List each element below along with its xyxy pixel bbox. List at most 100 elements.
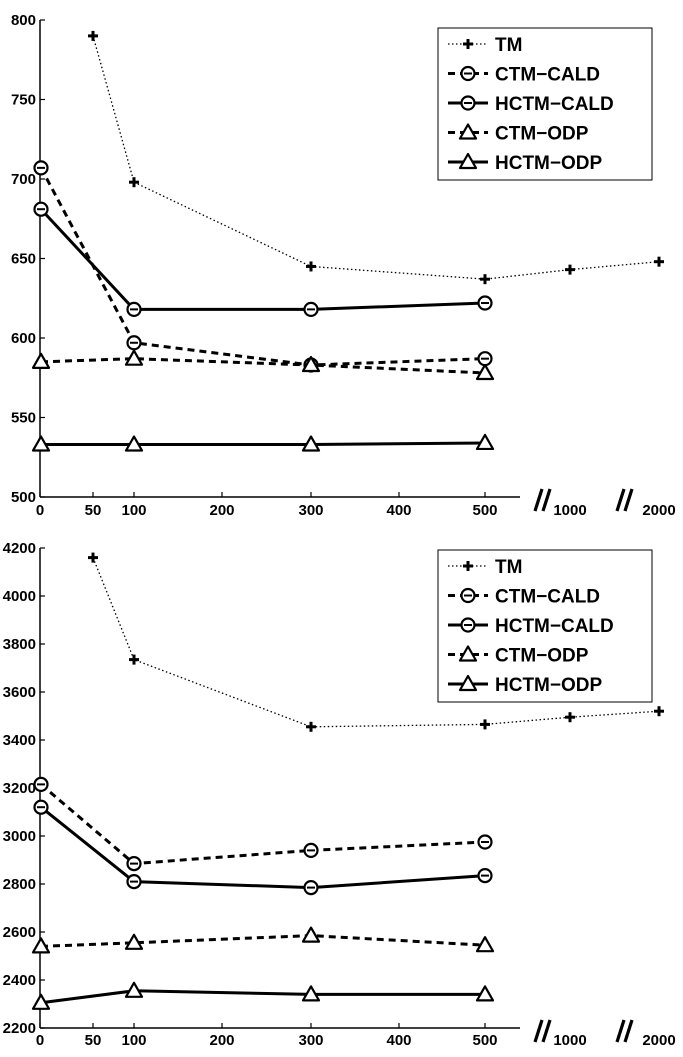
data-point-marker [31, 435, 51, 452]
y-tick-label: 4000 [3, 588, 36, 605]
data-point-marker [475, 985, 495, 1002]
legend-label: TM [495, 557, 522, 578]
legend-item-hctm-cald: HCTM−CALD [448, 94, 614, 115]
chart-top: 500 550 600 650 700 750 800 0 50 100 200 300 400 500 1… [11, 12, 676, 519]
legend-label: HCTM−CALD [495, 94, 614, 115]
x-tick-label: 50 [85, 1032, 102, 1049]
legend-label: HCTM−ODP [495, 153, 602, 174]
data-point-marker [480, 274, 490, 285]
x-tick-label: 100 [121, 502, 146, 519]
data-point-marker [33, 201, 49, 217]
x-tick-label: 500 [472, 502, 497, 519]
data-point-marker [303, 842, 319, 858]
legend-marker [460, 65, 476, 82]
legend-item-hctm-odp: HCTM−ODP [448, 674, 602, 696]
y-tick-label: 3400 [3, 732, 36, 749]
legend-label: CTM−ODP [495, 124, 589, 145]
y-tick-label: 3600 [3, 684, 36, 701]
axis-break-mark [615, 1019, 634, 1043]
series-tm [88, 552, 664, 732]
x-tick-label: 1000 [553, 502, 586, 519]
data-point-marker [480, 719, 490, 730]
y-tick-label: 3800 [3, 636, 36, 653]
data-point-marker [475, 363, 495, 381]
y-tick-label: 2200 [3, 1020, 36, 1037]
data-point-marker [33, 799, 49, 815]
data-point-marker [477, 834, 493, 850]
axis-break-mark [533, 1019, 552, 1043]
data-point-marker [475, 936, 495, 953]
x-tick-label: 2000 [642, 502, 675, 519]
legend-item-ctm-cald: CTM−CALD [448, 65, 600, 86]
legend-item-ctm-cald: CTM−CALD [448, 587, 600, 608]
x-tick-label: 100 [121, 1032, 146, 1049]
data-point-marker [126, 874, 142, 890]
legend-item-ctm-odp: CTM−ODP [448, 123, 589, 145]
legend-label: CTM−ODP [495, 646, 589, 667]
legend-marker [458, 645, 478, 662]
data-point-marker [124, 981, 144, 998]
data-point-marker [31, 352, 51, 369]
x-tick-label: 0 [36, 502, 44, 519]
legend-label: TM [495, 35, 522, 56]
x-tick-label: 400 [386, 1032, 411, 1049]
x-tick-label: 300 [298, 1032, 323, 1049]
legend-marker [460, 587, 476, 604]
y-tick-label: 750 [11, 92, 36, 109]
y-tick-label: 2800 [3, 876, 36, 893]
y-tick-label: 4200 [3, 540, 36, 557]
series-hctm-cald [33, 201, 493, 317]
x-tick-label: 2000 [642, 1032, 675, 1049]
data-point-marker [31, 993, 51, 1010]
series-hctm-cald [33, 799, 493, 896]
series-line [92, 557, 660, 728]
x-tick-label: 1000 [553, 1032, 586, 1049]
series-ctm-odp [31, 926, 495, 954]
y-tick-label: 550 [11, 410, 36, 427]
data-point-marker [33, 776, 49, 792]
legend-label: HCTM−ODP [495, 675, 602, 696]
y-tick-label: 2600 [3, 924, 36, 941]
series-hctm-odp [31, 981, 495, 1010]
data-point-marker [306, 721, 316, 732]
legend-marker [463, 39, 473, 49]
x-tick-label: 400 [386, 502, 411, 519]
legend: TM CTM−CALD HCTM−CALD CTM−ODP HCTM−ODP [437, 27, 653, 181]
y-tick-label: 600 [11, 330, 36, 347]
series-line [40, 357, 486, 375]
x-tick-label: 0 [36, 1032, 44, 1049]
legend-item-tm: TM [448, 557, 522, 578]
data-point-marker [33, 160, 49, 176]
legend-item-tm: TM [448, 35, 522, 56]
series-ctm-cald [33, 776, 493, 872]
data-point-marker [129, 177, 139, 188]
series-ctm-cald [33, 160, 493, 373]
data-point-marker [565, 712, 575, 723]
y-tick-label: 3200 [3, 780, 36, 797]
series-line [40, 934, 486, 948]
legend-marker [460, 95, 476, 111]
data-point-marker [303, 880, 319, 896]
data-point-marker [124, 435, 144, 452]
series-line [40, 783, 486, 866]
data-point-marker [301, 355, 321, 373]
data-point-marker [477, 868, 493, 884]
series-ctm-odp [31, 349, 495, 381]
x-tick-label: 300 [298, 502, 323, 519]
y-tick-label: 2400 [3, 972, 36, 989]
series-tm [88, 30, 664, 285]
series-line [39, 208, 486, 311]
legend-label: CTM−CALD [495, 65, 600, 86]
y-tick-label: 3000 [3, 828, 36, 845]
legend-item-hctm-odp: HCTM−ODP [448, 152, 602, 174]
data-point-marker [124, 933, 144, 950]
series-hctm-odp [31, 433, 495, 452]
legend: TM CTM−CALD HCTM−CALD CTM−ODP HCTM−ODP [437, 549, 653, 703]
legend-marker [458, 123, 478, 140]
series-line [40, 989, 485, 1005]
data-point-marker [88, 552, 98, 563]
data-point-marker [654, 256, 664, 267]
x-tick-label: 500 [472, 1032, 497, 1049]
legend-marker [460, 617, 476, 633]
legend-label: HCTM−CALD [495, 616, 614, 637]
